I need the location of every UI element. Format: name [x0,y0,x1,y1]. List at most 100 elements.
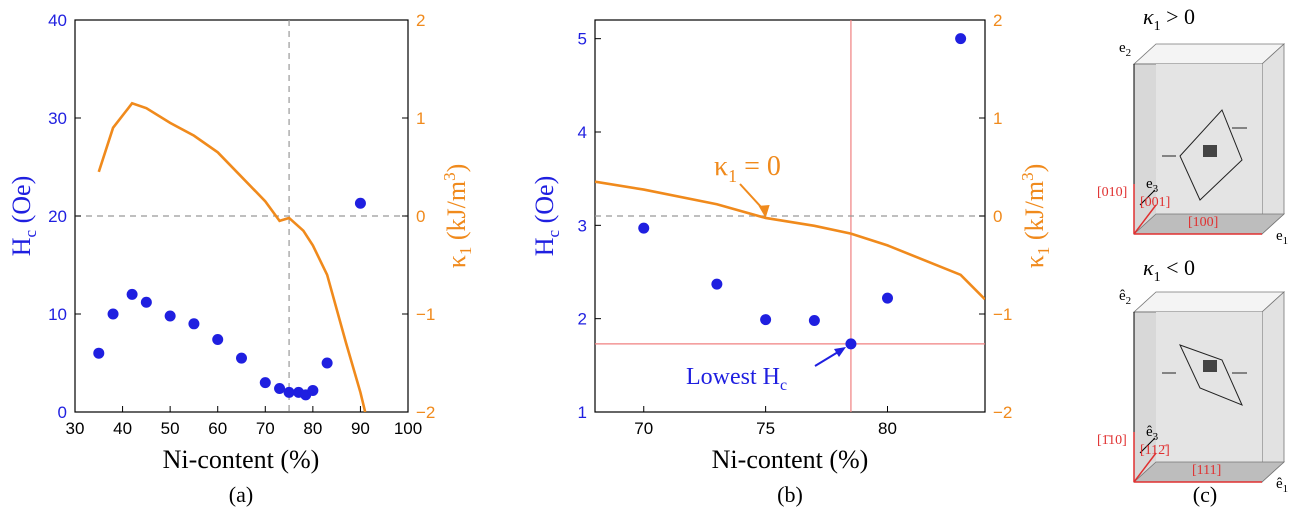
x-tick-label: 100 [394,419,422,438]
cube-negative: κ1 < 0 ê2 ê1 ê3 [1̄10] [112̄] [111] [1097,255,1288,495]
cube-positive-e1-label: e1 [1276,228,1288,247]
hc-data-point [259,377,271,389]
cube-positive-inner-face [1156,64,1262,214]
hc-data-point [212,333,224,345]
y-tick-label-right: −1 [416,305,435,324]
panel-b-x-title: Ni-content (%) [712,445,869,474]
cube-positive-title: κ1 > 0 [1143,4,1195,34]
kappa-zero-arrowhead [758,204,770,218]
hc-data-point [107,308,119,320]
panel-b-label: (b) [777,482,803,507]
x-tick-label: 80 [878,419,897,438]
y-tick-label-left: 5 [578,30,587,49]
hc-data-point [711,278,723,290]
cube-negative-axis-112 [1133,452,1157,483]
hc-data-point [126,288,138,300]
x-tick-label: 60 [208,419,227,438]
cube-positive-axis-e3 [1139,189,1156,206]
cube-positive: κ1 > 0 e2 e1 e3 [010] [001] [100] [1097,4,1288,247]
y-tick-label-left: 2 [578,310,587,329]
cube-negative-right-face [1261,291,1285,483]
panel-a-y-title-right: κ1 (kJ/m3) [440,164,475,269]
panel-b-y-ticks-right: −2 −1 0 1 2 [979,11,1012,422]
cube-positive-dir-010: [010] [1097,185,1127,200]
cube-positive-dir-001: [001] [1140,195,1170,210]
x-tick-label: 70 [634,419,653,438]
cube-negative-domain-wall [1179,344,1243,406]
panel-b-reference-lines [595,20,985,412]
cube-positive-e3-label: e3 [1146,176,1159,195]
cube-negative-dir-110: [1̄10] [1097,433,1127,448]
hc-data-point [236,352,247,364]
panel-a-y-title-left: Hc (Oe) [7,176,40,256]
panel-a: 30 40 50 60 70 80 90 100 0 10 20 30 40 −2 −1 0 1 2 Hc (… [7,11,475,507]
cube-negative-title: κ1 < 0 [1143,255,1195,285]
cube-negative-axis-e3 [1139,437,1156,454]
y-tick-label-right: −2 [993,403,1012,422]
x-tick-label: 50 [161,419,180,438]
y-tick-label-left: 20 [48,207,67,226]
kappa-zero-annotation: κ1 = 0 [714,151,781,186]
hc-data-point [321,357,333,369]
cube-negative-e2-label: ê2 [1119,288,1131,307]
cube-positive-axis-001 [1133,204,1157,235]
hc-data-point [638,222,650,234]
panel-a-series [93,101,367,412]
y-tick-label-right: 2 [416,11,425,30]
panel-a-x-ticks: 30 40 50 60 70 80 90 100 [66,406,422,438]
cube-positive-domain-wall [1179,109,1243,201]
panel-a-reference-lines [75,20,408,412]
panel-b-y-title-right: κ1 (kJ/m3) [1018,164,1053,269]
hc-data-point [188,318,200,330]
hc-data-point [760,314,772,326]
panel-c: κ1 > 0 e2 e1 e3 [010] [001] [100] κ1 < 0 [1097,4,1288,507]
y-tick-label-left: 1 [578,403,587,422]
x-tick-label: 80 [303,419,322,438]
x-tick-label: 75 [756,419,775,438]
hc-data-point [808,315,820,327]
y-tick-label-right: −1 [993,305,1012,324]
panel-b-y-ticks-left: 1 2 3 4 5 [578,30,601,422]
y-tick-label-right: 2 [993,11,1002,30]
panel-a-label: (a) [229,482,253,507]
hc-data-point [283,386,295,398]
y-tick-label-right: 0 [416,207,425,226]
cube-negative-e1-label: ê1 [1276,476,1288,495]
x-tick-label: 70 [256,419,275,438]
cube-negative-top-face [1132,291,1286,313]
x-tick-label: 30 [66,419,85,438]
kappa-line [595,180,985,301]
y-tick-label-left: 0 [58,403,67,422]
cube-positive-e2-label: e2 [1119,40,1131,59]
hc-data-point [882,292,893,304]
x-tick-label: 90 [351,419,370,438]
hc-data-point [140,296,152,308]
cube-negative-dir-111: [111] [1192,463,1221,478]
panel-b-series [595,33,985,350]
cube-positive-right-face [1261,43,1285,235]
hc-data-point [164,310,176,322]
hc-data-point [274,382,286,394]
cube-positive-top-face [1132,43,1286,65]
panel-a-y-ticks-right: −2 −1 0 1 2 [402,11,435,422]
hc-data-point [845,338,857,350]
lowest-hc-arrowhead [834,347,846,357]
panel-a-y-ticks-left: 0 10 20 30 40 [48,11,81,422]
hc-data-point [354,197,366,209]
y-tick-label-left: 30 [48,109,67,128]
cube-negative-core [1203,360,1217,372]
y-tick-label-right: 0 [993,207,1002,226]
panel-a-x-title: Ni-content (%) [163,445,320,474]
lowest-hc-annotation: Lowest Hc [686,364,787,394]
cube-positive-dir-100: [100] [1188,215,1218,230]
y-tick-label-right: 1 [416,109,425,128]
y-tick-label-left: 10 [48,305,67,324]
y-tick-label-right: −2 [416,403,435,422]
panel-b-y-title-left: Hc (Oe) [530,176,563,256]
y-tick-label-left: 40 [48,11,67,30]
x-tick-label: 40 [113,419,132,438]
kappa-line [97,101,367,412]
cube-negative-e3-label: ê3 [1146,424,1159,443]
